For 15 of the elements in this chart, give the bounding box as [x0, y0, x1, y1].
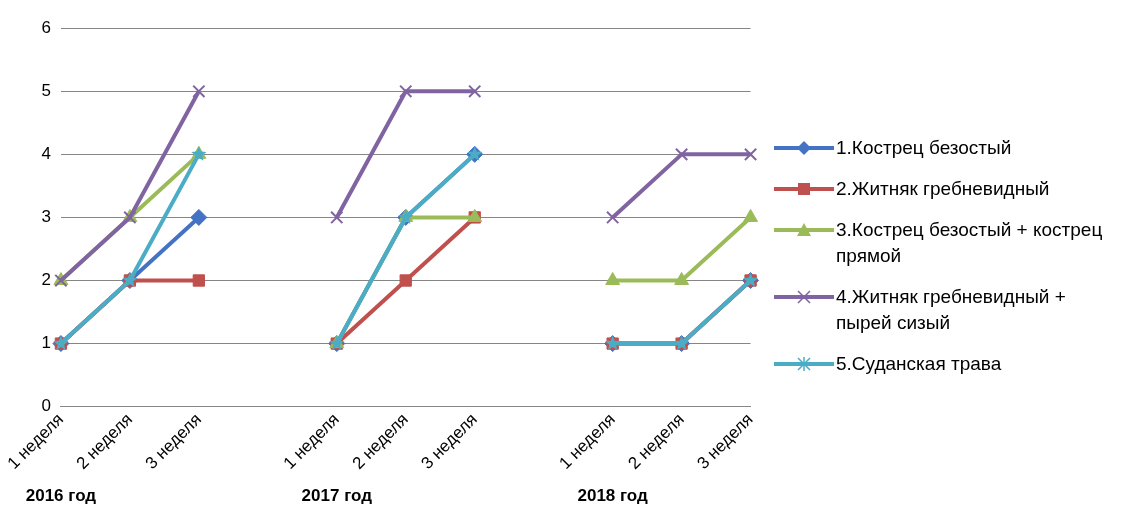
legend-label: 3.Кострец безостый + кострец прямой: [836, 218, 1104, 268]
y-tick-label: 2: [41, 270, 51, 290]
y-tick-label: 6: [41, 17, 51, 37]
y-tick-label: 0: [41, 396, 51, 416]
y-tick-label: 1: [41, 333, 51, 353]
text: 2017 год: [301, 486, 373, 506]
y-tick-label: 4: [41, 144, 51, 164]
text: 2016 год: [25, 486, 97, 506]
legend-label: 4.Житняк гребневидный + пырей сизый: [836, 285, 1067, 335]
text: 2018 год: [577, 486, 649, 506]
y-tick-label: 5: [41, 80, 51, 100]
legend-label: 2.Житняк гребневидный: [836, 177, 1050, 201]
legend-label: 5.Суданская трава: [836, 352, 1002, 376]
legend-label: 1.Кострец безостый: [836, 136, 1012, 160]
y-tick-label: 3: [41, 207, 51, 227]
